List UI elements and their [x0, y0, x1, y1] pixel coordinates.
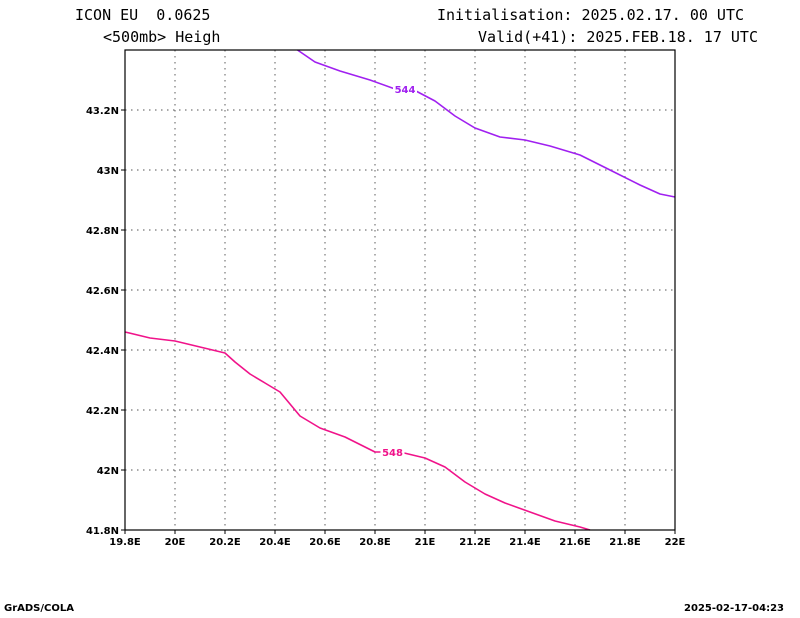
x-tick-label: 20.2E	[209, 537, 241, 548]
y-tick-label: 42.6N	[86, 286, 119, 297]
contour-label-544: 544	[395, 85, 416, 96]
y-tick-label: 42.4N	[86, 346, 119, 357]
y-tick-label: 43N	[97, 166, 119, 177]
chart-title-init: Initialisation: 2025.02.17. 00 UTC	[436, 6, 744, 24]
x-tick-label: 20.6E	[309, 537, 341, 548]
grid-lines	[125, 50, 675, 530]
x-tick-label: 21.6E	[559, 537, 591, 548]
contour-label-background	[393, 83, 417, 95]
x-tick-label: 20E	[165, 537, 186, 548]
x-tick-label: 22E	[665, 537, 686, 548]
x-tick-label: 21E	[415, 537, 436, 548]
y-tick-label: 41.8N	[86, 526, 119, 537]
contour-lines: 544 548	[124, 49, 676, 531]
x-tick-label: 20.4E	[259, 537, 291, 548]
chart-title-model: ICON EU 0.0625	[75, 6, 211, 24]
x-tick-label: 21.8E	[609, 537, 641, 548]
contour-line-544	[297, 49, 676, 198]
contour-label-548: 548	[382, 448, 403, 459]
contour-line-548	[124, 331, 591, 531]
x-tick-label: 21.2E	[459, 537, 491, 548]
y-tick-label: 42N	[97, 466, 119, 477]
x-tick-label: 20.8E	[359, 537, 391, 548]
x-tick-label: 19.8E	[109, 537, 141, 548]
y-tick-label: 42.8N	[86, 226, 119, 237]
y-tick-label: 43.2N	[86, 106, 119, 117]
footer-credit: GrADS/COLA	[4, 603, 74, 614]
footer-timestamp: 2025-02-17-04:23	[684, 603, 784, 614]
x-tick-label: 21.4E	[509, 537, 541, 548]
chart-title-valid: Valid(+41): 2025.FEB.18. 17 UTC	[478, 28, 758, 46]
contour-label-background	[380, 446, 405, 458]
chart-title-variable: <500mb> Heigh	[103, 28, 221, 46]
axis-ticks: 19.8E 20E 20.2E 20.4E 20.6E 20.8E 21E 21.2E 21.4…	[86, 106, 686, 548]
y-tick-label: 42.2N	[86, 406, 119, 417]
